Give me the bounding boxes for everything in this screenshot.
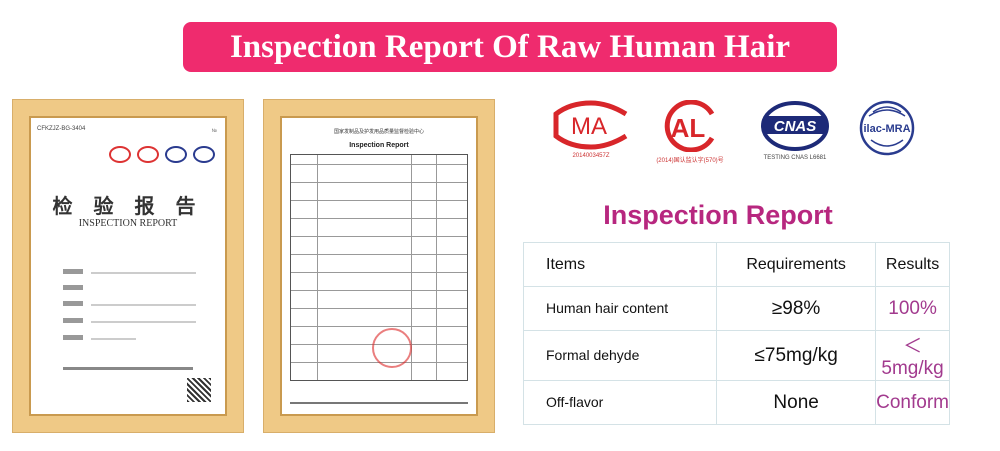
en-title: INSPECTION REPORT (78, 218, 178, 229)
issuer-line (63, 367, 193, 370)
report-heading: Inspection Report (603, 200, 833, 230)
mini-logos (109, 146, 215, 163)
logo-cal: AL (2014)国认监认字(570)号 (650, 100, 730, 170)
header-results: Results (875, 242, 950, 287)
logo-ilac-mra: ilac-MRA (852, 100, 922, 170)
ilac-mra-icon: ilac-MRA (859, 100, 915, 156)
field-line (63, 301, 213, 306)
table-row: Formal dehyde ≤75mg/kg ＜5mg/kg (522, 330, 950, 381)
svg-text:AL: AL (671, 113, 706, 143)
requirement-cell: None (716, 380, 877, 425)
signature-line (290, 402, 468, 404)
cal-mini-icon (137, 146, 159, 163)
doc-title: Inspection Report (349, 142, 409, 149)
field-line (63, 285, 213, 290)
table-row: Human hair content ≥98% 100% (522, 286, 950, 331)
cnas-mini-icon (165, 146, 187, 163)
cnas-icon: CNAS (761, 101, 829, 151)
field-line (63, 269, 213, 274)
item-cell: Formal dehyde (522, 330, 718, 381)
inspection-results-table: Items Requirements Results Human hair co… (522, 242, 950, 425)
header-requirements: Requirements (716, 242, 877, 287)
title-banner: Inspection Report Of Raw Human Hair (183, 22, 837, 72)
certificate-detail: 国家发制品及护发用品质量监督检验中心 Inspection Report (284, 120, 474, 412)
doc-serial: № (211, 128, 217, 134)
requirement-cell: ≤75mg/kg (716, 330, 877, 381)
table-header-row: Items Requirements Results (522, 242, 950, 287)
certificate-cover-frame: CFKZJZ-BG-3404 № 检 验 报 告 INSPECTION REPO… (13, 100, 243, 432)
result-cell: ＜5mg/kg (875, 330, 950, 381)
field-line (63, 318, 213, 323)
item-cell: Off-flavor (522, 380, 718, 425)
table-row: Off-flavor None Conform (522, 380, 950, 425)
doc-number: CFKZJZ-BG-3404 (37, 126, 86, 132)
cma-caption: 2014003457Z (572, 153, 610, 159)
logo-cnas: CNAS TESTING CNAS L6681 (755, 100, 835, 170)
result-cell: 100% (875, 286, 950, 331)
banner-title: Inspection Report Of Raw Human Hair (229, 28, 791, 65)
item-cell: Human hair content (522, 286, 718, 331)
svg-text:CNAS: CNAS (774, 118, 817, 135)
cnas-caption: TESTING CNAS L6681 (763, 155, 827, 161)
cal-icon: AL (664, 100, 715, 152)
cma-mini-icon (109, 146, 131, 163)
cal-caption: (2014)国认监认字(570)号 (656, 158, 724, 164)
cn-title: 检 验 报 告 (52, 196, 204, 218)
field-line (63, 335, 213, 340)
qr-code-icon (187, 378, 211, 402)
ilac-mini-icon (193, 146, 215, 163)
certificate-cover: CFKZJZ-BG-3404 № 检 验 报 告 INSPECTION REPO… (33, 120, 223, 412)
result-cell: Conform (875, 380, 950, 425)
doc-header: 国家发制品及护发用品质量监督检验中心 (333, 129, 424, 135)
requirement-cell: ≥98% (716, 286, 877, 331)
ilac-logo-text: ilac-MRA (863, 123, 910, 135)
red-stamp-icon (372, 328, 412, 368)
logo-cma: MA 2014003457Z (548, 100, 634, 170)
certificate-detail-frame: 国家发制品及护发用品质量监督检验中心 Inspection Report (264, 100, 494, 432)
svg-text:MA: MA (571, 113, 607, 140)
header-items: Items (522, 242, 718, 287)
cma-icon: MA (553, 100, 628, 150)
